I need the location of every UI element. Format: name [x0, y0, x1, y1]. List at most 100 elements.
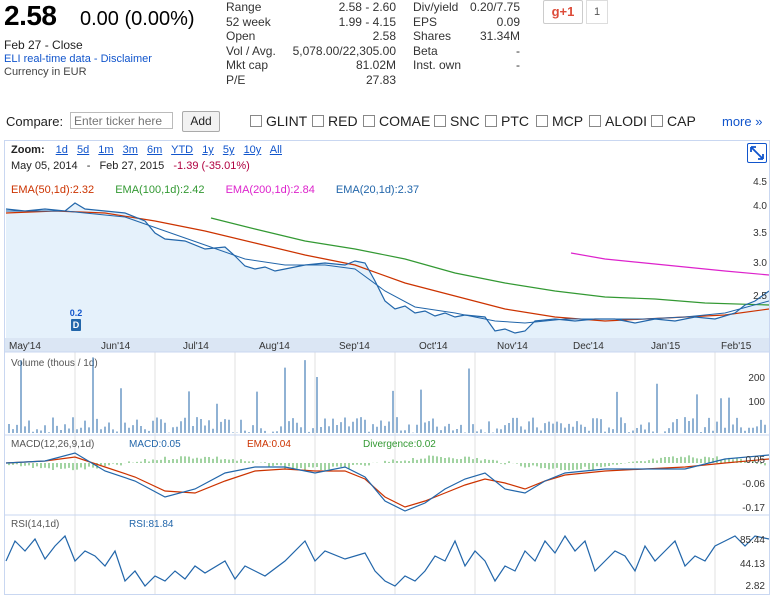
month-label: Oct'14 [419, 341, 448, 352]
stat-label: Mkt cap [226, 58, 269, 72]
price-change: 0.00 (0.00%) [80, 8, 195, 30]
dividend-marker[interactable] [71, 319, 81, 331]
zoom-5y[interactable]: 5y [222, 144, 235, 156]
zoom-1d[interactable]: 1d [55, 144, 68, 156]
checkbox-comae[interactable] [363, 115, 375, 127]
stat-label: Vol / Avg. [226, 43, 276, 58]
price-tick: 4.0 [753, 201, 767, 212]
checkbox-glint[interactable] [250, 115, 262, 127]
stat-value: 5,078.00/22,305.00 [292, 43, 396, 58]
price-tick: 3.0 [753, 258, 767, 269]
macd-ema-value: EMA:0.04 [247, 439, 291, 450]
month-label: May'14 [9, 341, 41, 352]
macd-line [5, 452, 769, 512]
stat-row: Beta - [413, 44, 520, 59]
close-label: Feb 27 - Close [4, 38, 83, 52]
zoom-3m[interactable]: 3m [122, 144, 138, 156]
google-plus-button[interactable]: g+1 [543, 0, 583, 24]
more-link[interactable]: more » [722, 114, 763, 129]
month-axis: May'14 Jun'14 Jul'14 Aug'14 Sep'14 Oct'1… [9, 341, 752, 352]
rsi-title: RSI(14,1d) [11, 519, 59, 530]
checkbox-cap[interactable] [651, 115, 663, 127]
stat-row: Vol / Avg. 5,078.00/22,305.00 [226, 44, 396, 59]
stat-label: 52 week [226, 14, 271, 29]
volume-tick: 200 [748, 373, 765, 384]
expand-icon[interactable] [747, 143, 767, 163]
stat-value: 0.09 [496, 14, 520, 29]
rsi-tick: 44.13 [740, 559, 765, 570]
ticker-label-snc: SNC [450, 113, 480, 129]
ema-legend: EMA(50,1d):2.32 EMA(100,1d):2.42 EMA(200… [11, 184, 419, 196]
plus-count: 1 [586, 0, 608, 24]
ticker-label-alodi: ALODI [605, 113, 648, 129]
stat-value: 31.34M [479, 29, 520, 43]
macd-tick: -0.17 [742, 503, 765, 514]
legend-ema100: EMA(100,1d):2.42 [115, 184, 205, 196]
stat-label: Beta [413, 43, 438, 58]
compare-label: Compare: [6, 114, 64, 129]
last-price: 2.58 [4, 0, 57, 31]
stat-label: Range [226, 0, 262, 14]
month-label: Jan'15 [651, 341, 681, 352]
dividend-value: 0.2 [70, 308, 83, 318]
zoom-1y[interactable]: 1y [202, 144, 214, 156]
legend-ema20: EMA(20,1d):2.37 [335, 184, 420, 196]
checkbox-red[interactable] [312, 115, 324, 127]
price-tick: 2.5 [753, 291, 767, 302]
stat-row: Range 2.58 - 2.60 [226, 0, 396, 15]
macd-title: MACD(12,26,9,1d) [11, 439, 94, 450]
macd-ema-line [5, 456, 769, 508]
zoom-bar: Zoom: 1d 5d 1m 3m 6m YTD 1y 5y 10y All [11, 144, 288, 156]
stat-value: - [516, 58, 520, 72]
stat-value: 81.02M [355, 58, 396, 72]
chart-panel: Zoom: 1d 5d 1m 3m 6m YTD 1y 5y 10y All M… [4, 140, 770, 595]
zoom-all[interactable]: All [269, 144, 282, 156]
stat-row: EPS 0.09 [413, 15, 520, 30]
zoom-ytd[interactable]: YTD [171, 144, 194, 156]
stat-row: Shares 31.34M [413, 29, 520, 44]
macd-value: MACD:0.05 [129, 439, 181, 450]
legend-ema200: EMA(200,1d):2.84 [225, 184, 315, 196]
stat-row: 52 week 1.99 - 4.15 [226, 15, 396, 30]
ticker-input[interactable] [70, 112, 173, 129]
add-button[interactable]: Add [182, 111, 220, 132]
checkbox-mcp[interactable] [536, 115, 548, 127]
checkbox-ptc[interactable] [485, 115, 497, 127]
ticker-label-ptc: PTC [501, 113, 529, 129]
month-label: Jul'14 [183, 341, 209, 352]
month-label: Nov'14 [497, 341, 528, 352]
stat-label: Shares [413, 29, 452, 43]
checkbox-alodi[interactable] [589, 115, 601, 127]
stats-table-right: Div/yield 0.20/7.75 EPS 0.09 Shares 31.34M … [413, 0, 520, 73]
month-label: Aug'14 [259, 341, 290, 352]
zoom-10y[interactable]: 10y [243, 144, 262, 156]
volume-title: Volume (thous / 1d) [11, 358, 98, 369]
macd-histogram [8, 455, 766, 471]
rsi-value: RSI:81.84 [129, 519, 174, 530]
macd-tick: -0.06 [742, 479, 765, 490]
price-tick: 4.5 [753, 177, 767, 188]
range-end[interactable]: Feb 27, 2015 [99, 160, 165, 172]
stat-value: 0.20/7.75 [469, 0, 520, 14]
stat-label: Open [226, 29, 256, 43]
stat-value: 27.83 [365, 72, 396, 87]
range-start[interactable]: May 05, 2014 [11, 160, 78, 172]
zoom-6m[interactable]: 6m [146, 144, 163, 156]
rsi-line [5, 534, 769, 587]
month-label: Jun'14 [101, 341, 131, 352]
stat-label: Inst. own [413, 58, 462, 72]
month-axis-band [5, 338, 769, 352]
zoom-label: Zoom: [11, 144, 45, 156]
volume-tick: 100 [748, 397, 765, 408]
stat-row: Div/yield 0.20/7.75 [413, 0, 520, 15]
stat-row: Mkt cap 81.02M [226, 58, 396, 73]
price-chart [5, 202, 769, 346]
checkbox-snc[interactable] [434, 115, 446, 127]
stock-chart-svg[interactable]: 0.2 D 4.5 4.0 3.5 3.0 2.5 May'14 Jun'14 … [5, 141, 769, 594]
rsi-tick: 85.44 [740, 535, 765, 546]
price-axis: 4.5 4.0 3.5 3.0 2.5 [753, 177, 767, 302]
zoom-5d[interactable]: 5d [76, 144, 90, 156]
zoom-1m[interactable]: 1m [98, 144, 114, 156]
disclaimer-link[interactable]: ELI real-time data - Disclaimer [4, 53, 152, 65]
stat-row: P/E 27.83 [226, 73, 396, 88]
